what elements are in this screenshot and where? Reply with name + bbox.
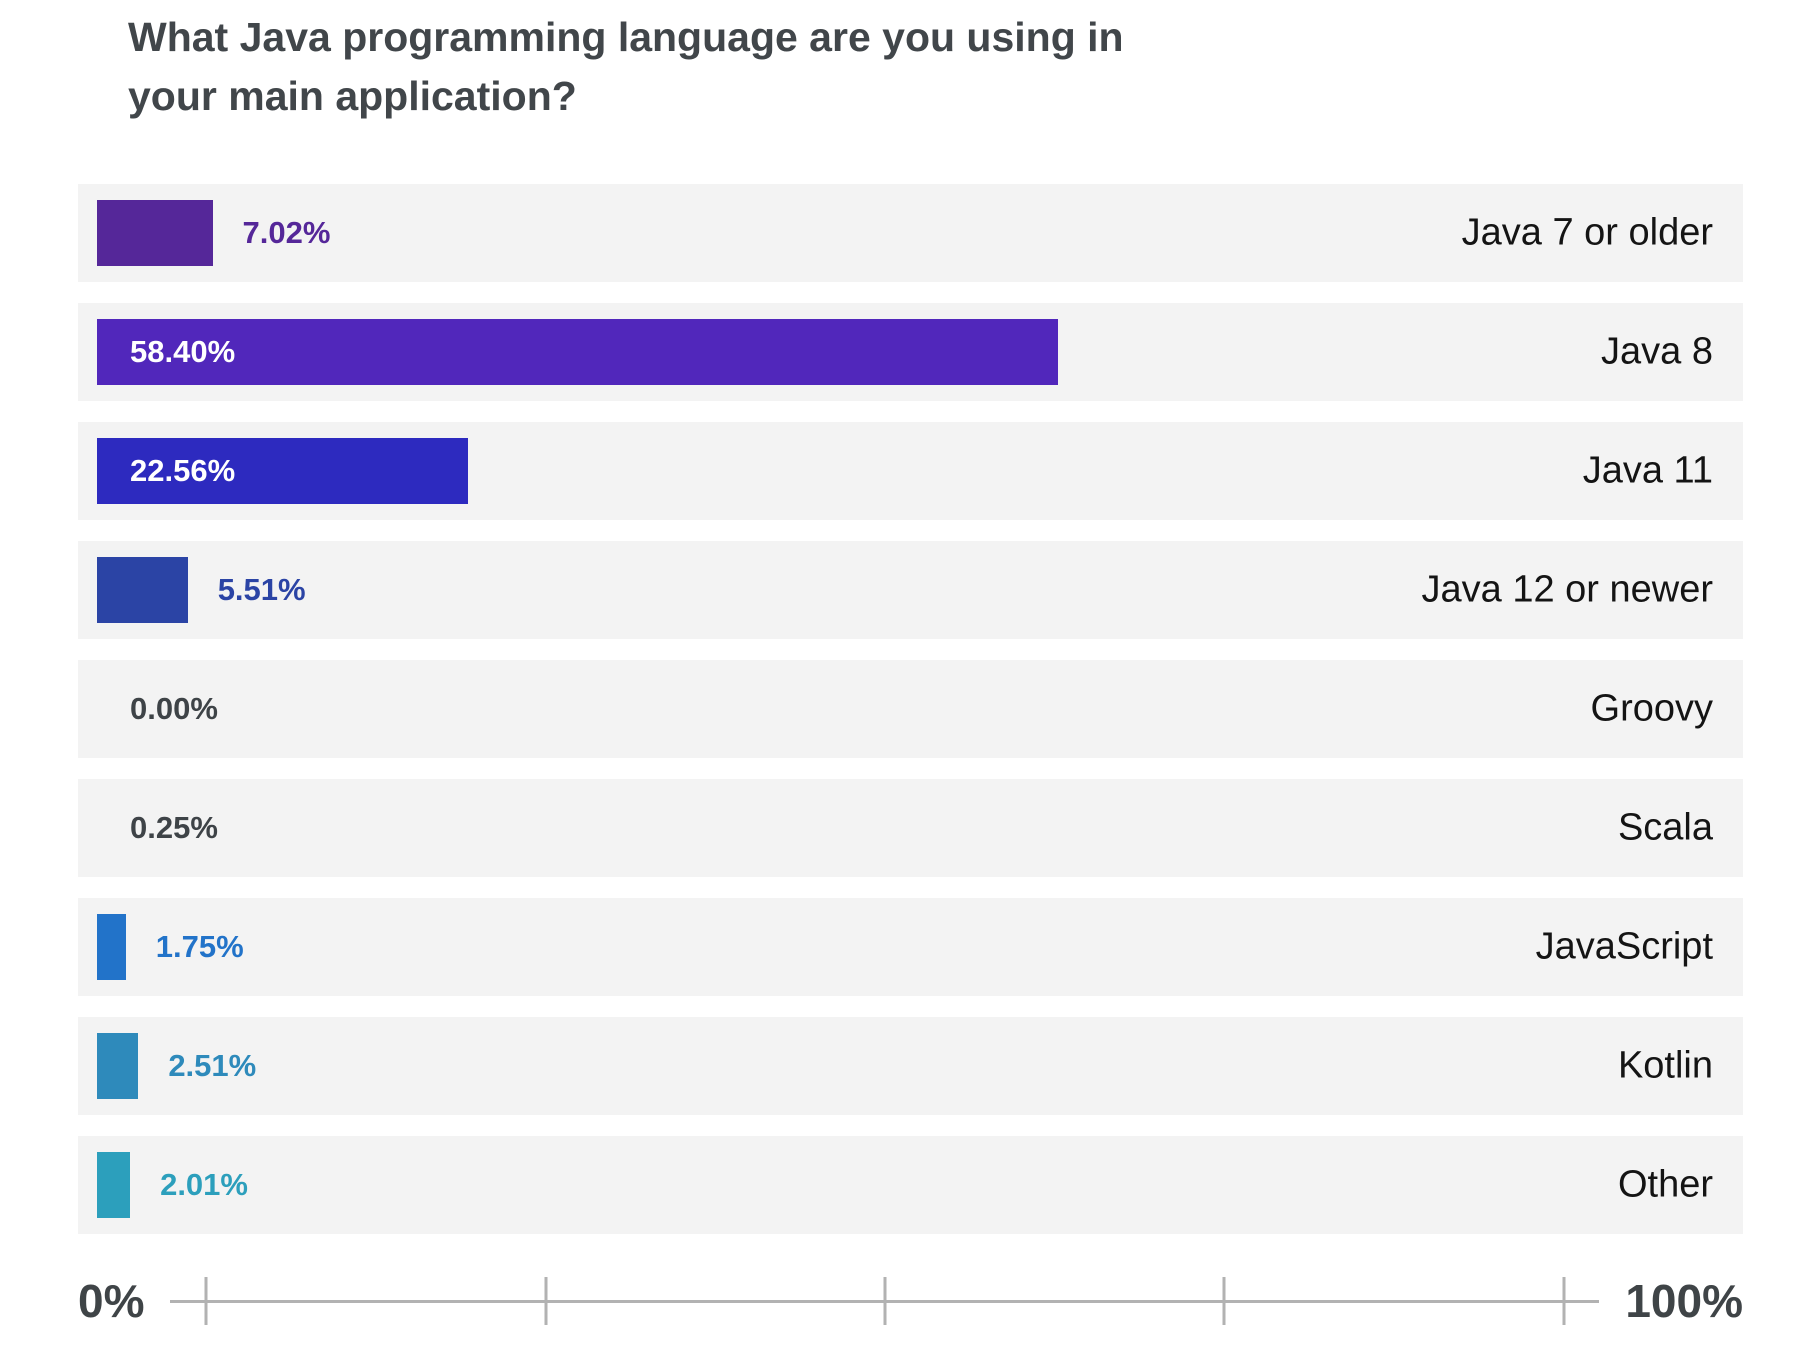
bar-track-java-7-or-older: 7.02% — [97, 184, 1743, 282]
bar-track-java-8: 58.40% — [97, 303, 1743, 401]
bar-track-javascript: 1.75% — [97, 898, 1743, 996]
category-label-java-11: Java 11 — [1582, 449, 1713, 492]
axis-max-label: 100% — [1625, 1275, 1743, 1327]
category-label-java-8: Java 8 — [1601, 330, 1713, 373]
chart-row-other: 2.01% Other — [78, 1136, 1743, 1234]
bar-track-java-12-or-newer: 5.51% — [97, 541, 1743, 639]
chart-row-java-7-or-older: 7.02% Java 7 or older — [78, 184, 1743, 282]
bar-java-11: 22.56% — [97, 438, 469, 504]
chart-row-java-11: 22.56% Java 11 — [78, 422, 1743, 520]
bar-java-8: 58.40% — [97, 319, 1059, 385]
axis-tick-50 — [883, 1277, 887, 1325]
axis-line — [170, 1275, 1600, 1327]
axis-min-label: 0% — [78, 1275, 145, 1327]
value-label-groovy: 0.00% — [130, 691, 218, 726]
category-label-other: Other — [1617, 1163, 1713, 1206]
category-label-scala: Scala — [1617, 806, 1713, 849]
bar-track-scala: 0.25% — [97, 779, 1743, 877]
value-label-java-7-or-older: 7.02% — [242, 215, 331, 250]
category-label-java-12-or-newer: Java 12 or newer — [1421, 568, 1714, 611]
x-axis: 0% 100% — [78, 1257, 1743, 1345]
category-label-java-7-or-older: Java 7 or older — [1461, 211, 1713, 254]
value-label-java-8: 58.40% — [130, 334, 236, 369]
bar-javascript — [97, 914, 126, 980]
chart-row-scala: 0.25% Scala — [78, 779, 1743, 877]
bar-track-java-11: 22.56% — [97, 422, 1743, 520]
chart-row-java-8: 58.40% Java 8 — [78, 303, 1743, 401]
chart-rows: 7.02% Java 7 or older 58.40% Java 8 22.56% Ja… — [78, 184, 1743, 1255]
chart-title: What Java programming language are you u… — [128, 14, 1124, 120]
chart-row-java-12-or-newer: 5.51% Java 12 or newer — [78, 541, 1743, 639]
bar-track-groovy: 0.00% — [97, 660, 1743, 758]
value-label-kotlin: 2.51% — [168, 1048, 257, 1083]
category-label-kotlin: Kotlin — [1617, 1044, 1713, 1087]
axis-tick-25 — [544, 1277, 548, 1325]
value-label-javascript: 1.75% — [155, 929, 244, 964]
bar-java-12-or-newer — [97, 557, 188, 623]
bar-track-other: 2.01% — [97, 1136, 1743, 1234]
value-label-java-12-or-newer: 5.51% — [217, 572, 306, 607]
value-label-java-11: 22.56% — [130, 453, 236, 488]
value-label-scala: 0.25% — [130, 810, 218, 845]
axis-tick-0 — [204, 1277, 208, 1325]
axis-tick-100 — [1562, 1277, 1566, 1325]
chart-row-groovy: 0.00% Groovy — [78, 660, 1743, 758]
category-label-groovy: Groovy — [1590, 687, 1713, 730]
bar-java-7-or-older — [97, 200, 213, 266]
chart-row-javascript: 1.75% JavaScript — [78, 898, 1743, 996]
category-label-javascript: JavaScript — [1535, 925, 1713, 968]
bar-other — [97, 1152, 131, 1218]
axis-tick-75 — [1222, 1277, 1226, 1325]
chart-row-kotlin: 2.51% Kotlin — [78, 1017, 1743, 1115]
bar-kotlin — [97, 1033, 139, 1099]
bar-track-kotlin: 2.51% — [97, 1017, 1743, 1115]
value-label-other: 2.01% — [160, 1167, 248, 1202]
